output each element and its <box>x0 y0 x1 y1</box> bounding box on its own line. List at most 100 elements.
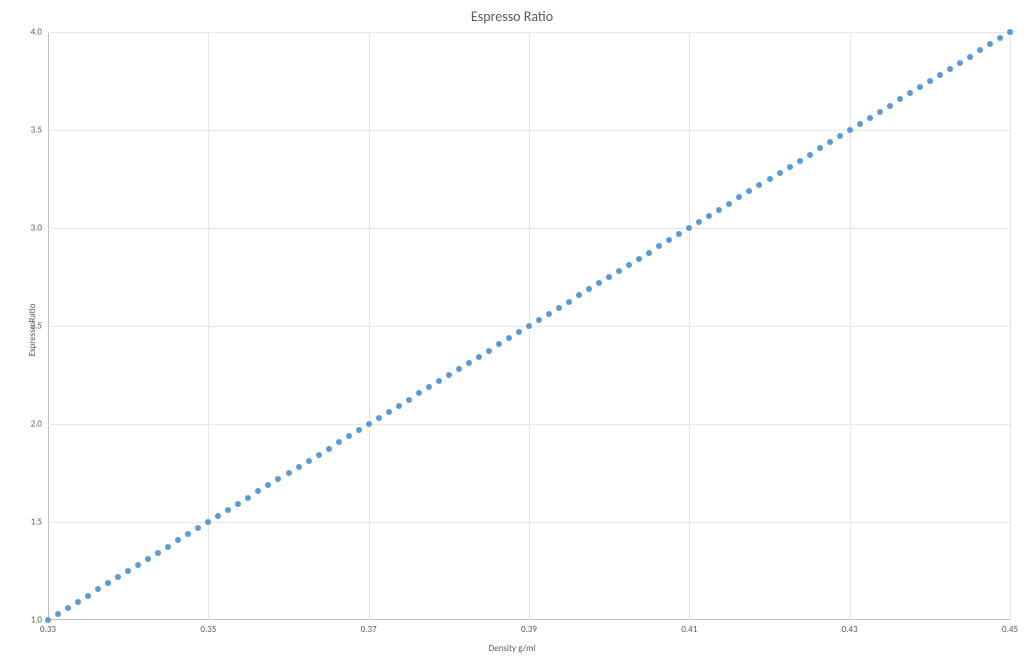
data-point <box>486 348 492 354</box>
data-point <box>185 531 191 537</box>
data-point <box>235 501 241 507</box>
data-point <box>476 354 482 360</box>
data-point <box>155 550 161 556</box>
data-point <box>847 127 853 133</box>
data-point <box>65 605 71 611</box>
x-tick-label: 0.35 <box>200 624 216 635</box>
data-point <box>526 323 532 329</box>
data-point <box>205 519 211 525</box>
gridline-horizontal <box>48 522 1010 523</box>
data-point <box>606 274 612 280</box>
y-tick-label: 1.0 <box>31 615 42 626</box>
y-tick-label: 2.5 <box>31 321 42 332</box>
data-point <box>767 176 773 182</box>
chart-title: Espresso Ratio <box>0 8 1024 25</box>
data-point <box>406 397 412 403</box>
data-point <box>646 250 652 256</box>
data-point <box>195 525 201 531</box>
y-tick-label: 2.0 <box>31 419 42 430</box>
data-point <box>1007 29 1013 35</box>
data-point <box>977 47 983 53</box>
data-point <box>566 299 572 305</box>
gridline-horizontal <box>48 228 1010 229</box>
data-point <box>436 378 442 384</box>
data-point <box>827 139 833 145</box>
data-point <box>927 78 933 84</box>
data-point <box>466 360 472 366</box>
data-point <box>736 194 742 200</box>
plot-area <box>48 32 1010 620</box>
data-point <box>225 507 231 513</box>
data-point <box>55 611 61 617</box>
data-point <box>245 495 251 501</box>
data-point <box>807 152 813 158</box>
x-tick-label: 0.39 <box>521 624 537 635</box>
data-point <box>346 433 352 439</box>
data-point <box>85 593 91 599</box>
data-point <box>907 90 913 96</box>
data-point <box>777 170 783 176</box>
data-point <box>937 72 943 78</box>
data-point <box>666 237 672 243</box>
data-point <box>797 158 803 164</box>
data-point <box>696 219 702 225</box>
data-point <box>165 544 171 550</box>
data-point <box>95 586 101 592</box>
data-point <box>987 41 993 47</box>
data-point <box>105 580 111 586</box>
x-tick-label: 0.41 <box>681 624 697 635</box>
data-point <box>215 513 221 519</box>
data-point <box>326 446 332 452</box>
data-point <box>396 403 402 409</box>
data-point <box>275 476 281 482</box>
data-point <box>45 617 51 623</box>
data-point <box>626 262 632 268</box>
data-point <box>336 439 342 445</box>
x-tick-label: 0.37 <box>361 624 377 635</box>
data-point <box>546 311 552 317</box>
data-point <box>426 384 432 390</box>
data-point <box>496 341 502 347</box>
data-point <box>536 317 542 323</box>
x-axis-label: Density g/ml <box>0 643 1024 654</box>
data-point <box>756 182 762 188</box>
x-tick-label: 0.45 <box>1002 624 1018 635</box>
data-point <box>887 103 893 109</box>
data-point <box>516 329 522 335</box>
data-point <box>616 268 622 274</box>
data-point <box>125 568 131 574</box>
data-point <box>556 305 562 311</box>
data-point <box>917 84 923 90</box>
data-point <box>286 470 292 476</box>
y-tick-label: 1.5 <box>31 517 42 528</box>
data-point <box>175 537 181 543</box>
data-point <box>636 256 642 262</box>
data-point <box>576 292 582 298</box>
data-point <box>75 599 81 605</box>
data-point <box>416 390 422 396</box>
data-point <box>957 60 963 66</box>
data-point <box>506 335 512 341</box>
data-point <box>837 133 843 139</box>
data-point <box>997 35 1003 41</box>
data-point <box>716 207 722 213</box>
espresso-ratio-chart: Espresso Ratio Espresso Ratio Density g/… <box>0 0 1024 660</box>
data-point <box>586 286 592 292</box>
data-point <box>446 372 452 378</box>
data-point <box>316 452 322 458</box>
data-point <box>897 96 903 102</box>
data-point <box>115 574 121 580</box>
data-point <box>296 464 302 470</box>
gridline-horizontal <box>48 130 1010 131</box>
data-point <box>867 115 873 121</box>
x-tick-label: 0.43 <box>842 624 858 635</box>
data-point <box>726 201 732 207</box>
x-tick-label: 0.33 <box>40 624 56 635</box>
data-point <box>456 366 462 372</box>
data-point <box>656 243 662 249</box>
data-point <box>386 409 392 415</box>
data-point <box>376 415 382 421</box>
data-point <box>145 556 151 562</box>
data-point <box>947 66 953 72</box>
gridline-horizontal <box>48 32 1010 33</box>
